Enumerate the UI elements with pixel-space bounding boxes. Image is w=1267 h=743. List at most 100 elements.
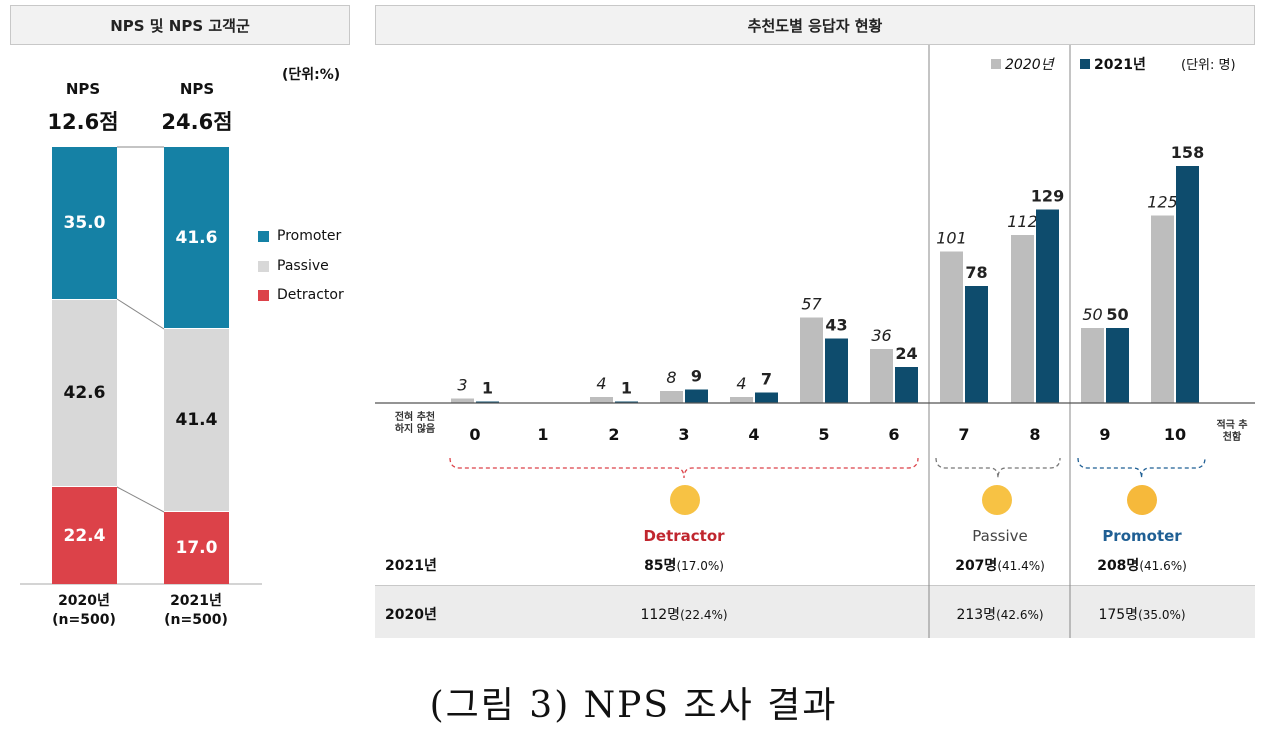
category-label-0: 0 xyxy=(469,425,480,444)
value-label-2020-7: 101 xyxy=(936,229,967,248)
scale-high-label: 적극 추천함 xyxy=(1216,420,1248,443)
value-label-2021-7: 78 xyxy=(965,263,987,282)
bar-2021-4 xyxy=(755,392,778,403)
category-label-1: 1 xyxy=(537,425,548,444)
bar-2021-10 xyxy=(1176,166,1199,403)
value-label-2021-3: 9 xyxy=(691,367,702,386)
nps-score-2020: 12.6점 xyxy=(47,110,119,134)
bar-2021-9 xyxy=(1106,328,1129,403)
value-label-2020-3: 8 xyxy=(666,368,676,387)
passive-2021-count: 207명 xyxy=(955,558,998,574)
row-2020-background xyxy=(375,586,1255,638)
value-label-2020-2: 4 xyxy=(596,374,606,393)
value-label-2020-10: 125 xyxy=(1147,193,1178,212)
nps-label-2020: NPS xyxy=(65,80,101,98)
group-detractor-label: Detractor xyxy=(643,527,725,545)
stack-2020-promoter: 35.0 xyxy=(52,147,117,299)
category-label-5: 5 xyxy=(818,425,829,444)
legend-2021: 2021년 xyxy=(1080,54,1146,74)
row-2021-label: 2021년 xyxy=(385,558,437,574)
bar-2020-8 xyxy=(1011,235,1034,403)
legend-2021-label: 2021년 xyxy=(1094,57,1146,73)
bar-2020-2 xyxy=(590,397,613,403)
neutral-face-icon xyxy=(670,485,700,515)
legend-2020-label: 2020년 xyxy=(1005,57,1054,73)
left-unit: (단위:%) xyxy=(282,67,341,83)
group-passive-label: Passive xyxy=(972,527,1028,545)
row-2020-label: 2020년 xyxy=(385,607,437,623)
left-xlabel-2020: 2020년 (n=500) xyxy=(44,592,124,630)
detractor-brace xyxy=(449,457,919,479)
smirk-face-icon xyxy=(982,485,1012,515)
promoter-2020-pct: (35.0%) xyxy=(1138,608,1186,622)
stack-2020-detractor: 22.4 xyxy=(52,487,117,584)
bar-2021-8 xyxy=(1036,209,1059,403)
value-label-2020-9: 50 xyxy=(1082,305,1102,324)
value-label-2021-0: 1 xyxy=(482,379,493,398)
bar-2020-7 xyxy=(940,251,963,403)
bar-2020-3 xyxy=(660,391,683,403)
bar-2020-9 xyxy=(1081,328,1104,403)
right-unit: (단위: 명) xyxy=(1181,58,1236,73)
legend-passive: Passive xyxy=(258,258,329,274)
value-label-2021-5: 43 xyxy=(825,316,847,335)
category-label-8: 8 xyxy=(1029,425,1040,444)
left-xlabel-2021: 2021년 (n=500) xyxy=(156,592,236,630)
group-promoter-label: Promoter xyxy=(1102,527,1182,545)
value-label-2021-2: 1 xyxy=(621,379,632,398)
value-label-2021-10: 158 xyxy=(1171,143,1204,162)
passive-2021-cell: 207명(41.4%) xyxy=(930,555,1070,575)
promoter-2021-pct: (41.6%) xyxy=(1139,559,1187,573)
category-label-4: 4 xyxy=(748,425,759,444)
right-panel-title: 추천도별 응답자 현황 xyxy=(375,5,1255,45)
table-divider xyxy=(375,585,1255,586)
bar-2021-6 xyxy=(895,367,918,403)
detractor-2021-pct: (17.0%) xyxy=(676,559,724,573)
stack-connector-lines xyxy=(20,146,262,585)
passive-2020-pct: (42.6%) xyxy=(996,608,1044,622)
nps-score-2021: 24.6점 xyxy=(161,110,233,134)
scale-low-label: 전혀 추천하지 않음 xyxy=(394,412,436,435)
stack-2021-promoter: 41.6 xyxy=(164,147,229,328)
passive-brace xyxy=(935,457,1061,479)
detractor-2020-pct: (22.4%) xyxy=(680,608,728,622)
promoter-2021-cell: 208명(41.6%) xyxy=(1072,555,1212,575)
left-panel-title: NPS 및 NPS 고객군 xyxy=(10,5,350,45)
value-label-2020-4: 4 xyxy=(736,374,746,393)
bar-2020-10 xyxy=(1151,215,1174,403)
detractor-2021-cell: 85명(17.0%) xyxy=(604,555,764,575)
legend-detractor-label: Detractor xyxy=(277,287,344,303)
promoter-2020-cell: 175명(35.0%) xyxy=(1072,604,1212,624)
figure-caption: (그림 3) NPS 조사 결과 xyxy=(429,685,838,726)
promoter-brace xyxy=(1077,457,1206,479)
bar-2020-5 xyxy=(800,317,823,403)
category-label-10: 10 xyxy=(1164,425,1186,444)
detractor-2020-count: 112명 xyxy=(640,607,681,623)
bar-2021-5 xyxy=(825,338,848,403)
bar-2021-0 xyxy=(476,401,499,403)
detractor-2021-count: 85명 xyxy=(644,558,677,574)
stack-2020-passive: 42.6 xyxy=(52,300,117,486)
value-label-2020-6: 36 xyxy=(871,326,891,345)
stack-2021-detractor: 17.0 xyxy=(164,512,229,584)
category-label-6: 6 xyxy=(888,425,899,444)
value-label-2021-9: 50 xyxy=(1106,305,1128,324)
legend-passive-label: Passive xyxy=(277,258,329,274)
category-label-2: 2 xyxy=(608,425,619,444)
value-label-2021-8: 129 xyxy=(1031,187,1064,206)
bar-2021-7 xyxy=(965,286,988,403)
passive-2021-pct: (41.4%) xyxy=(997,559,1045,573)
stack-2021-passive: 41.4 xyxy=(164,329,229,511)
value-label-2020-5: 57 xyxy=(801,295,822,314)
bar-2020-0 xyxy=(451,398,474,403)
left-xlabel-2020-year: 2020년 xyxy=(58,593,110,609)
bar-2021-3 xyxy=(685,389,708,403)
legend-detractor: Detractor xyxy=(258,287,344,303)
value-label-2020-8: 112 xyxy=(1007,212,1038,231)
promoter-2021-count: 208명 xyxy=(1097,558,1140,574)
category-label-3: 3 xyxy=(678,425,689,444)
nps-label-2021: NPS xyxy=(179,80,215,98)
bar-2020-6 xyxy=(870,349,893,403)
bar-2021-2 xyxy=(615,401,638,403)
